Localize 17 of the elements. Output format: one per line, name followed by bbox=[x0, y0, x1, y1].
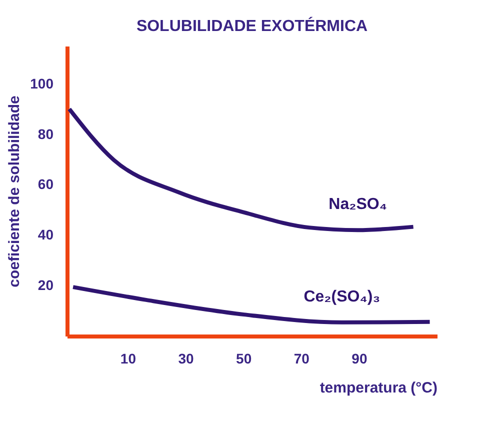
chart-title: SOLUBILIDADE EXOTÉRMICA bbox=[136, 16, 368, 35]
x-tick-label: 50 bbox=[236, 350, 252, 366]
y-tick-label: 80 bbox=[38, 126, 54, 142]
x-tick-label: 10 bbox=[120, 350, 136, 366]
y-tick-label: 100 bbox=[30, 75, 54, 92]
y-tick-label: 20 bbox=[38, 277, 54, 294]
series-label: Ce₂(SO₄)₃ bbox=[304, 288, 380, 306]
y-tick-label: 60 bbox=[38, 176, 54, 192]
x-tick-label: 30 bbox=[178, 350, 194, 366]
line-series bbox=[71, 285, 432, 324]
x-tick-label: 90 bbox=[352, 350, 368, 366]
line-series bbox=[67, 107, 416, 232]
x-axis-title: temperatura (°C) bbox=[320, 380, 438, 396]
y-tick-label: 40 bbox=[38, 226, 54, 243]
y-axis-title: coeficiente de solubilidade bbox=[6, 96, 24, 288]
x-tick-label: 70 bbox=[294, 350, 310, 366]
series-label: Na₂SO₄ bbox=[328, 196, 387, 214]
